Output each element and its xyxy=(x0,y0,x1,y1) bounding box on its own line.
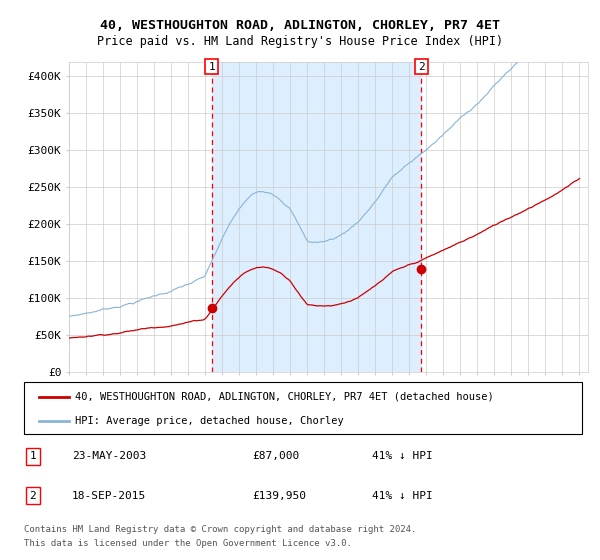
Text: 41% ↓ HPI: 41% ↓ HPI xyxy=(372,491,433,501)
Bar xyxy=(212,62,421,372)
Text: This data is licensed under the Open Government Licence v3.0.: This data is licensed under the Open Gov… xyxy=(24,539,352,548)
Text: 1: 1 xyxy=(208,62,215,72)
Text: Price paid vs. HM Land Registry's House Price Index (HPI): Price paid vs. HM Land Registry's House … xyxy=(97,35,503,49)
Text: 1: 1 xyxy=(29,451,37,461)
Text: £87,000: £87,000 xyxy=(252,451,299,461)
Text: 40, WESTHOUGHTON ROAD, ADLINGTON, CHORLEY, PR7 4ET: 40, WESTHOUGHTON ROAD, ADLINGTON, CHORLE… xyxy=(100,18,500,32)
Text: 41% ↓ HPI: 41% ↓ HPI xyxy=(372,451,433,461)
Text: Contains HM Land Registry data © Crown copyright and database right 2024.: Contains HM Land Registry data © Crown c… xyxy=(24,525,416,534)
Text: 2: 2 xyxy=(418,62,425,72)
Text: 40, WESTHOUGHTON ROAD, ADLINGTON, CHORLEY, PR7 4ET (detached house): 40, WESTHOUGHTON ROAD, ADLINGTON, CHORLE… xyxy=(75,391,494,402)
Text: 2: 2 xyxy=(29,491,37,501)
Text: HPI: Average price, detached house, Chorley: HPI: Average price, detached house, Chor… xyxy=(75,416,344,426)
Text: 18-SEP-2015: 18-SEP-2015 xyxy=(72,491,146,501)
Text: £139,950: £139,950 xyxy=(252,491,306,501)
Text: 23-MAY-2003: 23-MAY-2003 xyxy=(72,451,146,461)
